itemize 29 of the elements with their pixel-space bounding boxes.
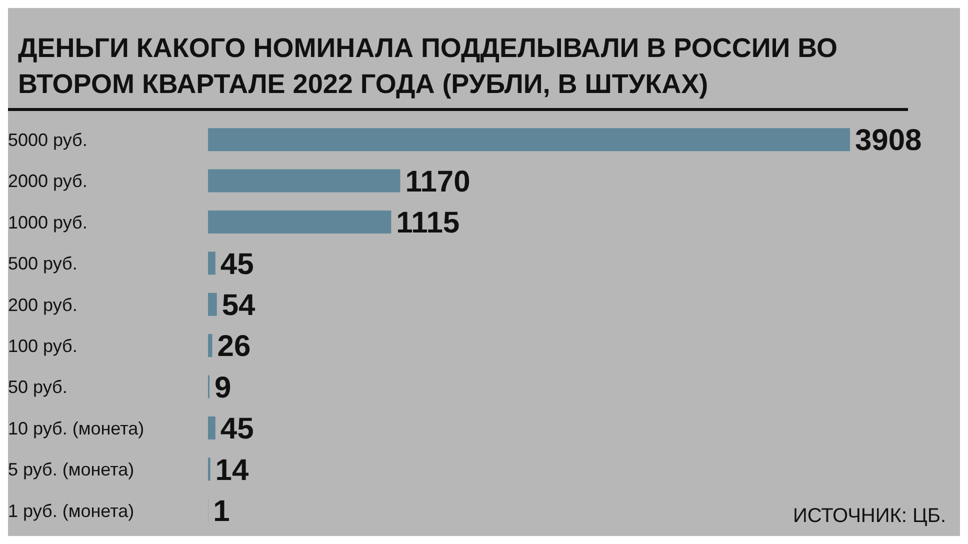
data-label: 1115: [396, 206, 460, 240]
data-label: 45: [220, 248, 254, 281]
bar: [208, 292, 217, 316]
y-tick-label: 500 руб.: [8, 254, 78, 274]
annotation: ИСТОЧНИК: ЦБ.: [793, 505, 946, 528]
bar: [208, 210, 392, 234]
y-tick-label: 1 руб. (монета): [8, 500, 134, 521]
data-label: 14: [215, 454, 249, 487]
data-label: 9: [214, 371, 232, 404]
data-label: 26: [217, 330, 251, 364]
data-label: 1: [213, 495, 230, 528]
y-tick-label: 100 руб.: [8, 336, 78, 356]
data-label: 3908: [855, 124, 922, 158]
data-label: 45: [220, 412, 254, 446]
y-tick-label: 50 руб.: [8, 377, 68, 398]
bar: [208, 169, 400, 192]
bar: [208, 252, 216, 275]
y-tick-label: 1000 руб.: [8, 212, 88, 232]
chart-title: ДЕНЬГИ КАКОГО НОМИНАЛА ПОДДЕЛЫВАЛИ В РОССИИ ВО ВТОРОМ КВАРТАЛЕ 2022 ГОДА (РУБЛИ, В ШТУКАХ): [8, 8, 908, 111]
data-label: 1170: [405, 165, 470, 198]
y-tick-label: 2000 руб.: [8, 171, 88, 192]
y-tick-label: 5 руб. (монета): [8, 460, 134, 480]
bar: [208, 416, 216, 440]
data-label: 54: [222, 289, 256, 322]
y-tick-label: 10 руб. (монета): [8, 418, 144, 438]
bar: [208, 334, 212, 358]
y-tick-label: 200 руб.: [8, 294, 78, 315]
y-tick-label: 5000 руб.: [8, 130, 88, 150]
bar: [208, 128, 850, 152]
